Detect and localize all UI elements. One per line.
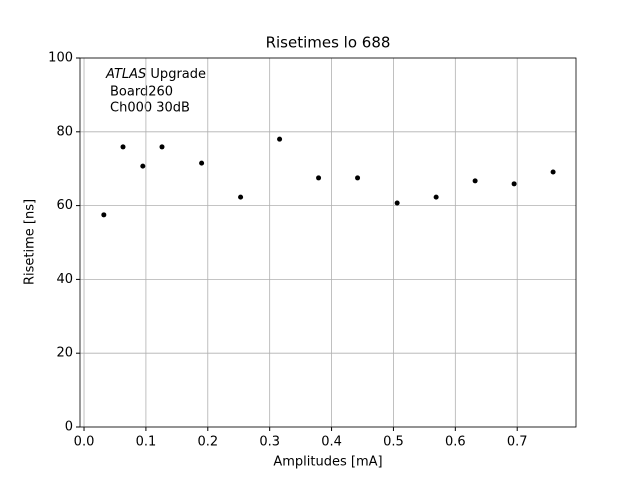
annotation-line: Board260 xyxy=(110,85,173,100)
annotation-line: Upgrade xyxy=(150,67,206,82)
x-axis-label: Amplitudes [mA] xyxy=(273,455,382,470)
y-tick-label: 100 xyxy=(48,51,73,66)
chart-title: Risetimes lo 688 xyxy=(266,34,391,52)
x-tick-label: 0.3 xyxy=(259,435,280,450)
point xyxy=(433,194,439,200)
y-axis-label: Risetime [ns] xyxy=(23,199,38,285)
plot-frame xyxy=(79,57,577,428)
y-tick-label: 40 xyxy=(56,272,73,287)
y-tick-label: 80 xyxy=(56,124,73,139)
point xyxy=(472,178,478,184)
y-tick-label: 0 xyxy=(65,420,73,435)
point xyxy=(140,163,146,169)
point xyxy=(159,144,165,150)
x-tick-label: 0.0 xyxy=(74,435,95,450)
point xyxy=(120,144,126,150)
annotation-emphasis: ATLAS xyxy=(105,67,146,82)
annotation-line: Ch000 30dB xyxy=(110,101,190,116)
x-tick-label: 0.5 xyxy=(383,435,404,450)
x-tick-label: 0.4 xyxy=(321,435,342,450)
x-tick-label: 0.7 xyxy=(507,435,528,450)
point xyxy=(355,175,361,181)
x-tick-label: 0.2 xyxy=(197,435,218,450)
point xyxy=(101,212,107,218)
point xyxy=(277,136,283,142)
x-tick-label: 0.6 xyxy=(445,435,466,450)
point xyxy=(238,194,244,200)
annotation: ATLAS Upgrade xyxy=(105,67,206,82)
y-tick-label: 20 xyxy=(56,346,73,361)
x-tick-label: 0.1 xyxy=(136,435,157,450)
point xyxy=(316,175,322,181)
y-tick-label: 60 xyxy=(56,198,73,213)
point xyxy=(394,200,400,206)
point xyxy=(550,169,556,175)
point xyxy=(511,181,517,187)
point xyxy=(199,160,205,166)
